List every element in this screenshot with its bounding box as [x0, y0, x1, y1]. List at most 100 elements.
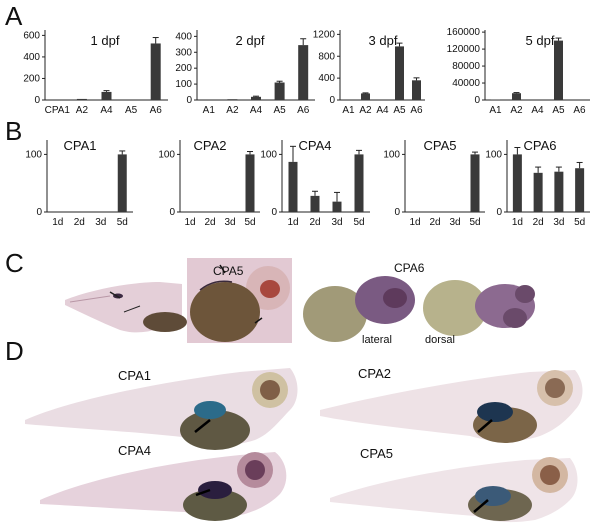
y-tick-label: 800 [318, 51, 335, 62]
y-tick-label: 200 [175, 63, 192, 74]
bar-A5 [554, 40, 563, 100]
category-label: A5 [125, 105, 138, 116]
category-label: A2 [226, 105, 239, 116]
category-label: 5d [469, 217, 480, 228]
chart-title: CPA6 [524, 138, 557, 153]
chart-8: 0 100 CPA5 1d 2d 3d 5d [383, 138, 485, 228]
chart-2: 0 100 200 300 400 2 dpf A1 A2 A4 A5 A6 [175, 30, 315, 116]
category-label: A2 [510, 105, 523, 116]
category-label: A6 [297, 105, 310, 116]
panel-letter-b: B [5, 116, 22, 146]
cpa6-label: CPA6 [394, 261, 425, 275]
y-tick-label: 100 [158, 149, 175, 160]
category-label: A4 [376, 105, 389, 116]
bar-5d [117, 154, 127, 212]
y-tick-label: 300 [175, 47, 192, 58]
category-label: 2d [309, 217, 320, 228]
chart-title: CPA1 [64, 138, 97, 153]
y-tick-label: 100 [383, 149, 400, 160]
bar-A6 [150, 43, 161, 100]
bar-3d [332, 201, 342, 212]
chart-4: 0 40000 80000 120000 160000 5 dpf A1 A2 A4 A5 A6 [447, 27, 590, 116]
y-tick-label: 1200 [313, 29, 336, 40]
category-label: CPA1 [45, 105, 71, 116]
cpa4-embryo-image: CPA4 [40, 443, 287, 521]
chart-1: 0 200 400 600 1 dpf CPA1 A2 A4 A5 A6 [23, 30, 168, 116]
cpa1-embryo-image: CPA1 [25, 368, 298, 450]
y-tick-label: 400 [318, 73, 335, 84]
y-tick-label: 80000 [452, 61, 480, 72]
y-tick-label: 0 [186, 95, 192, 106]
cpa1-label: CPA1 [118, 368, 151, 383]
chart-6: 0 100 CPA2 1d 2d 3d 5d [158, 138, 260, 228]
category-label: A6 [150, 105, 163, 116]
category-label: A5 [393, 105, 406, 116]
chart-9: 0 100 CPA6 1d 2d 3d 5d [485, 138, 590, 228]
category-label: 5d [117, 217, 128, 228]
panel-c-images: CPA5 lateral CPA6 dorsal [60, 258, 550, 346]
cpa2-label: CPA2 [358, 366, 391, 381]
bar-A2 [361, 93, 370, 100]
y-tick-label: 0 [394, 207, 400, 218]
bar-A2 [227, 99, 238, 100]
bar-5d [575, 168, 585, 212]
chart-title: 5 dpf [526, 33, 555, 48]
category-label: 1d [409, 217, 420, 228]
bar-A6 [298, 45, 309, 100]
bar-A5 [395, 46, 404, 100]
category-label: A6 [573, 105, 586, 116]
cpa5-head-closeup-image: CPA5 [187, 258, 292, 343]
category-label: 3d [553, 217, 564, 228]
y-tick-label: 40000 [452, 78, 480, 89]
chart-5: 0 100 CPA1 1d 2d 3d 5d [25, 138, 133, 228]
bar-5d [354, 154, 364, 212]
cpa2-embryo-image: CPA2 [320, 366, 583, 443]
chart-title: CPA2 [194, 138, 227, 153]
chart-title: 3 dpf [369, 33, 398, 48]
bar-2d [310, 195, 320, 212]
bar-A6 [412, 80, 421, 100]
cpa5-label-d: CPA5 [360, 446, 393, 461]
chart-7: 0 100 CPA4 1d 2d 3d 5d [260, 138, 370, 228]
category-label: 2d [429, 217, 440, 228]
category-label: A2 [76, 105, 89, 116]
cpa5-embryo-image: CPA5 [330, 446, 578, 523]
category-label: 2d [74, 217, 85, 228]
category-label: A4 [100, 105, 113, 116]
bar-A2 [512, 93, 521, 100]
cpa6-lateral-label: lateral [362, 334, 392, 346]
bar-A4 [101, 91, 112, 100]
y-tick-label: 100 [260, 149, 277, 160]
category-label: 5d [574, 217, 585, 228]
y-tick-label: 0 [474, 95, 480, 106]
category-label: A5 [273, 105, 286, 116]
cpa5-whole-embryo-image [60, 268, 187, 340]
category-label: 1d [52, 217, 63, 228]
category-label: 1d [184, 217, 195, 228]
category-label: A5 [552, 105, 565, 116]
bar-5d [245, 154, 255, 212]
y-tick-label: 0 [36, 207, 42, 218]
y-tick-label: 0 [496, 207, 502, 218]
chart-title: CPA5 [424, 138, 457, 153]
bar-1d [288, 161, 298, 212]
cpa6-lateral-image: lateral [300, 270, 418, 346]
cpa5-label: CPA5 [213, 264, 244, 278]
y-tick-label: 200 [23, 73, 40, 84]
category-label: A2 [359, 105, 372, 116]
y-tick-label: 0 [271, 207, 277, 218]
category-label: 1d [287, 217, 298, 228]
y-tick-label: 100 [175, 79, 192, 90]
y-tick-label: 120000 [447, 44, 481, 55]
bar-5d [470, 154, 480, 212]
panel-letter-d: D [5, 336, 24, 366]
category-label: 1d [512, 217, 523, 228]
y-tick-label: 400 [175, 31, 192, 42]
y-tick-label: 0 [329, 95, 335, 106]
y-tick-label: 400 [23, 52, 40, 63]
category-label: 2d [204, 217, 215, 228]
category-label: A6 [410, 105, 423, 116]
bar-charts: 0 200 400 600 1 dpf CPA1 A2 A4 A5 A6 0 100 200 300 400… [23, 27, 590, 228]
panel-letter-c: C [5, 248, 24, 278]
